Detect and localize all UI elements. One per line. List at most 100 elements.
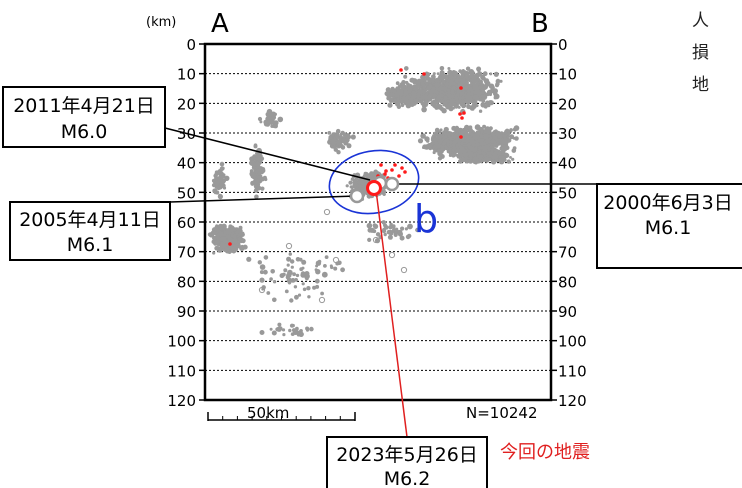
quake-point — [330, 265, 334, 270]
quake-point — [422, 83, 426, 88]
quake-point — [357, 180, 361, 185]
quake-point — [472, 158, 479, 165]
quake-point — [300, 271, 306, 277]
quake-point — [464, 85, 469, 90]
quake-point — [224, 239, 228, 243]
grid-lines — [205, 73, 551, 371]
recent-quake-point — [383, 172, 387, 176]
quake-point — [447, 67, 451, 70]
quake-point — [345, 134, 350, 139]
quake-point — [475, 140, 479, 144]
quake-point — [254, 194, 259, 200]
quake-point — [490, 85, 495, 91]
leader-main-event — [375, 189, 408, 438]
quake-point — [395, 101, 400, 107]
quake-point — [468, 157, 472, 161]
quake-point — [490, 148, 494, 152]
quake-point — [210, 230, 216, 236]
quake-point — [249, 169, 254, 173]
quake-point — [420, 101, 425, 106]
quake-point — [388, 251, 396, 259]
quake-point — [447, 93, 452, 98]
quake-point — [281, 328, 286, 332]
quake-point — [383, 232, 387, 237]
quake-point — [295, 273, 300, 278]
quake-point — [332, 256, 340, 264]
quake-point — [434, 82, 441, 88]
quake-point — [401, 84, 406, 90]
recent-quake-point — [459, 135, 463, 139]
quake-point — [250, 180, 256, 186]
quake-point — [461, 69, 465, 72]
quake-point — [426, 139, 430, 143]
quake-point — [440, 76, 445, 81]
quake-point — [460, 157, 466, 163]
quake-point — [254, 163, 258, 167]
quake-point — [461, 77, 466, 82]
y-tick-label-left: 90 — [177, 303, 196, 321]
recent-quake-point — [390, 168, 394, 172]
quake-point — [494, 153, 498, 158]
quake-point — [415, 227, 420, 233]
quake-point — [352, 179, 359, 186]
quake-point — [493, 71, 499, 77]
quake-point — [333, 145, 337, 150]
quake-point — [424, 104, 428, 107]
quake-point — [468, 76, 472, 79]
quake-point — [407, 89, 412, 94]
quake-point — [278, 326, 283, 331]
quake-point — [323, 208, 331, 216]
quake-point — [483, 129, 488, 134]
quake-point — [425, 72, 431, 77]
quake-point — [447, 85, 451, 89]
quake-point — [315, 260, 322, 266]
quake-point — [450, 89, 455, 95]
quake-point — [470, 139, 476, 145]
quake-point — [493, 93, 497, 97]
quake-point — [449, 80, 454, 86]
quake-point — [427, 79, 432, 84]
quake-point — [257, 155, 263, 162]
quake-point — [505, 140, 509, 145]
y-tick-label-left: 110 — [167, 362, 196, 380]
quake-point — [475, 82, 479, 87]
quake-point — [270, 269, 276, 274]
y-tick-label-right: 20 — [558, 95, 577, 113]
quake-point — [257, 116, 263, 122]
recent-quake-point — [379, 163, 383, 167]
quake-point — [251, 155, 257, 160]
quake-point — [397, 84, 402, 89]
quake-point — [350, 134, 356, 140]
quake-point — [295, 257, 301, 262]
quake-point — [291, 328, 297, 333]
quake-point — [426, 95, 431, 100]
quake-point — [392, 225, 396, 229]
quake-point — [261, 285, 266, 290]
quake-point — [259, 330, 265, 335]
quake-point — [290, 265, 294, 269]
quake-point — [421, 106, 427, 113]
quake-point — [414, 98, 419, 103]
quake-point — [217, 194, 223, 200]
quake-point — [478, 85, 482, 90]
quake-point — [503, 134, 507, 139]
annotation-2000-magnitude: M6.1 — [645, 217, 692, 239]
quake-point — [489, 72, 493, 76]
y-tick-label-right: 30 — [558, 125, 577, 143]
quake-point — [448, 140, 453, 145]
quake-point — [216, 234, 220, 238]
quake-point — [461, 104, 466, 109]
quake-point — [399, 98, 405, 104]
quake-point — [416, 96, 420, 100]
quake-point — [387, 234, 393, 240]
quake-point — [454, 84, 458, 87]
quake-point — [367, 237, 372, 242]
side-text-2: 損 — [692, 43, 709, 63]
quake-point — [340, 145, 346, 150]
quake-point — [509, 134, 515, 140]
quake-point — [290, 259, 295, 264]
quake-point — [246, 256, 252, 262]
quake-point — [459, 99, 466, 105]
quake-point — [242, 244, 248, 250]
